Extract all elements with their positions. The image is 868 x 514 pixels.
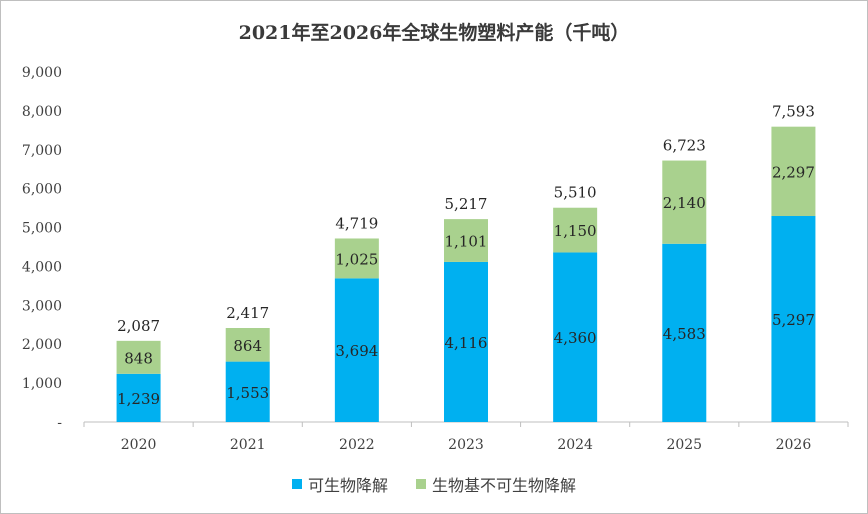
total-label: 2,087 [117, 317, 160, 335]
data-label: 864 [233, 337, 262, 355]
bar-biodegradable [662, 243, 707, 422]
y-tick-label: 8,000 [22, 104, 62, 120]
bar-biobased-nonbiodegradable [116, 340, 161, 374]
x-tick-label: 2024 [557, 437, 593, 453]
bar-biobased-nonbiodegradable [553, 207, 598, 253]
y-tick-label: 2,000 [22, 337, 62, 353]
data-label: 1,553 [226, 384, 269, 402]
bar-biodegradable [116, 373, 161, 422]
total-label: 6,723 [663, 137, 706, 155]
total-label: 5,510 [554, 184, 597, 202]
legend-label-biobased-nonbiodegradable: 生物基不可生物降解 [432, 476, 577, 495]
bar-biobased-nonbiodegradable [334, 238, 379, 279]
bar-biodegradable [553, 252, 598, 422]
bar-biobased-nonbiodegradable [771, 126, 816, 217]
total-label: 4,719 [335, 214, 378, 232]
y-tick-label: 4,000 [22, 259, 62, 275]
legend: 可生物降解 生物基不可生物降解 [0, 472, 868, 496]
total-label: 5,217 [445, 195, 488, 213]
data-label: 4,360 [554, 329, 597, 347]
legend-item-biobased-nonbiodegradable: 生物基不可生物降解 [416, 472, 576, 496]
bar-biobased-nonbiodegradable [662, 160, 707, 244]
x-tick-label: 2026 [776, 437, 812, 453]
legend-item-biodegradable: 可生物降解 [291, 472, 388, 496]
data-label: 3,694 [335, 342, 378, 360]
total-label: 2,417 [226, 304, 269, 322]
bar-biodegradable [771, 216, 816, 422]
data-label: 1,239 [117, 390, 160, 408]
bar-biobased-nonbiodegradable [225, 328, 270, 362]
data-label: 1,025 [335, 250, 378, 268]
data-label: 4,116 [445, 334, 488, 352]
data-label: 1,101 [445, 233, 488, 251]
chart-title: 2021年至2026年全球生物塑料产能（千吨） [238, 22, 630, 44]
x-tick-label: 2020 [121, 437, 157, 453]
y-tick-label: - [57, 415, 62, 431]
x-tick-label: 2021 [230, 437, 266, 453]
bar-biobased-nonbiodegradable [444, 219, 488, 262]
legend-label-biodegradable: 可生物降解 [307, 476, 388, 495]
y-tick-label: 9,000 [22, 65, 62, 81]
legend-swatch-biodegradable [291, 479, 302, 489]
y-tick-label: 7,000 [22, 143, 62, 159]
data-label: 2,140 [663, 194, 706, 212]
data-label: 848 [124, 349, 153, 367]
y-tick-label: 3,000 [22, 298, 62, 314]
legend-swatch-biobased-nonbiodegradable [416, 479, 426, 489]
bar-biodegradable [334, 278, 379, 422]
bar-biodegradable [444, 261, 488, 422]
data-label: 1,150 [554, 222, 597, 240]
data-label: 2,297 [772, 163, 815, 181]
total-label: 7,593 [772, 103, 815, 121]
x-tick-label: 2022 [339, 437, 375, 453]
x-tick-label: 2023 [448, 437, 484, 453]
y-tick-label: 5,000 [22, 221, 62, 237]
data-label: 4,583 [663, 325, 706, 343]
bar-biodegradable [225, 361, 270, 422]
data-label: 5,297 [772, 311, 815, 329]
y-tick-label: 1,000 [22, 376, 62, 392]
x-tick-label: 2025 [666, 437, 702, 453]
y-tick-label: 6,000 [22, 182, 62, 198]
